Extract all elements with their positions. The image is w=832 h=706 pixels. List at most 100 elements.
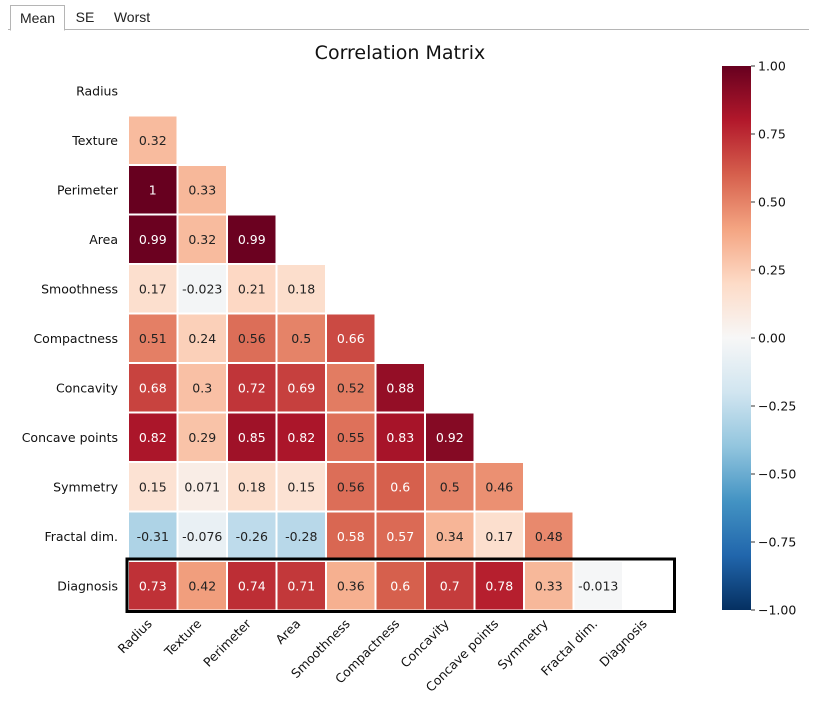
cell-value-smoothness-perimeter: 0.21: [238, 281, 266, 296]
heatmap-cells: 0.32 1 0.33 0.99 0.32 0.99 0.17 -0.023 0.21 0.18 0…: [127, 114, 624, 612]
cell-value-symmetry-smoothness: 0.56: [337, 479, 365, 494]
cell-value-perimeter-texture: 0.33: [188, 182, 216, 197]
cell-value-diagnosis-symmetry: 0.33: [535, 578, 563, 593]
cell-concave-points-compactness: [374, 411, 426, 463]
cell-value-concave-points-texture: 0.29: [188, 430, 216, 445]
colorbar-tick-label: 0.25: [758, 263, 786, 278]
cell-value-fractal-dim-area: -0.28: [285, 529, 317, 544]
cell-value-concavity-perimeter: 0.72: [238, 380, 266, 395]
cell-diagnosis-area: [275, 560, 327, 612]
y-label-perimeter: Perimeter: [57, 182, 119, 197]
cell-symmetry-area: [275, 461, 327, 513]
cell-value-fractal-dim-compactness: 0.57: [386, 529, 414, 544]
x-label-texture: Texture: [161, 616, 205, 660]
y-label-symmetry: Symmetry: [53, 479, 118, 494]
cell-smoothness-radius: [127, 263, 179, 315]
colorbar-tick-label: 0.75: [758, 127, 786, 142]
cell-perimeter-texture: [176, 164, 228, 216]
colorbar-tick-label: −1.00: [758, 603, 796, 618]
colorbar-tick-label: −0.75: [758, 535, 796, 550]
cell-value-fractal-dim-smoothness: 0.58: [337, 529, 365, 544]
cell-value-compactness-texture: 0.24: [188, 331, 216, 346]
cell-value-diagnosis-radius: 0.73: [139, 578, 167, 593]
cell-value-concave-points-compactness: 0.83: [386, 430, 414, 445]
cell-value-diagnosis-area: 0.71: [287, 578, 315, 593]
cell-value-smoothness-texture: -0.023: [182, 281, 222, 296]
tab-bar: Mean SE Worst: [8, 4, 809, 31]
cell-value-compactness-radius: 0.51: [139, 331, 167, 346]
y-label-fractal-dim: Fractal dim.: [44, 529, 118, 544]
cell-compactness-texture: [176, 312, 228, 364]
cell-value-fractal-dim-perimeter: -0.26: [236, 529, 268, 544]
cell-value-symmetry-concavity: 0.5: [440, 479, 460, 494]
cell-value-concave-points-perimeter: 0.85: [238, 430, 266, 445]
cell-value-area-texture: 0.32: [188, 232, 216, 247]
y-axis-labels: Radius Texture Perimeter Area Smoothness Comp…: [22, 83, 119, 593]
cell-value-fractal-dim-radius: -0.31: [137, 529, 169, 544]
cell-value-smoothness-radius: 0.17: [139, 281, 167, 296]
tab-worst[interactable]: Worst: [113, 9, 151, 25]
cell-value-concavity-radius: 0.68: [139, 380, 167, 395]
colorbar-tick-label: 0.50: [758, 195, 786, 210]
cell-value-perimeter-radius: 1: [149, 182, 157, 197]
cell-value-symmetry-perimeter: 0.18: [238, 479, 266, 494]
cell-value-diagnosis-compactness: 0.6: [390, 578, 410, 593]
cell-value-diagnosis-texture: 0.42: [188, 578, 216, 593]
cell-value-diagnosis-smoothness: 0.36: [337, 578, 365, 593]
cell-value-fractal-dim-concavity: 0.34: [436, 529, 464, 544]
cell-value-compactness-smoothness: 0.66: [337, 331, 365, 346]
cell-value-symmetry-radius: 0.15: [139, 479, 167, 494]
cell-diagnosis-radius: [127, 560, 179, 612]
cell-value-symmetry-area: 0.15: [287, 479, 315, 494]
cell-diagnosis-smoothness: [325, 560, 377, 612]
cell-diagnosis-symmetry: [523, 560, 575, 612]
cell-value-concavity-smoothness: 0.52: [337, 380, 365, 395]
tab-se[interactable]: SE: [75, 9, 95, 25]
cell-value-symmetry-texture: 0.071: [184, 479, 220, 494]
cell-diagnosis-compactness: [374, 560, 426, 612]
colorbar: [722, 66, 751, 610]
x-label-area: Area: [272, 616, 303, 647]
colorbar-tick-label: 0.00: [758, 331, 786, 346]
cell-symmetry-compactness: [374, 461, 426, 513]
colorbar-tick-label: −0.25: [758, 399, 796, 414]
cell-smoothness-texture: [176, 263, 228, 315]
cell-value-concave-points-concavity: 0.92: [436, 430, 464, 445]
tab-mean[interactable]: Mean: [10, 5, 65, 31]
cell-value-concave-points-radius: 0.82: [139, 430, 167, 445]
cell-value-area-perimeter: 0.99: [238, 232, 266, 247]
x-label-radius: Radius: [115, 616, 155, 656]
y-label-compactness: Compactness: [33, 331, 118, 346]
y-label-concave-points: Concave points: [22, 430, 118, 445]
cell-concave-points-smoothness: [325, 411, 377, 463]
y-label-radius: Radius: [76, 83, 118, 98]
cell-symmetry-concave-points: [473, 461, 525, 513]
y-label-concavity: Concavity: [56, 380, 119, 395]
x-label-perimeter: Perimeter: [200, 615, 254, 669]
chart-title: Correlation Matrix: [315, 42, 486, 64]
cell-value-diagnosis-concave-points: 0.78: [485, 578, 513, 593]
cell-smoothness-perimeter: [226, 263, 278, 315]
y-label-area: Area: [89, 232, 118, 247]
cell-concave-points-concavity: [424, 411, 476, 463]
y-label-texture: Texture: [71, 133, 118, 148]
cell-value-concave-points-area: 0.82: [287, 430, 315, 445]
y-label-diagnosis: Diagnosis: [57, 578, 118, 593]
cell-value-concavity-area: 0.69: [287, 380, 315, 395]
cell-value-concave-points-smoothness: 0.55: [337, 430, 365, 445]
colorbar-tick-label: 1.00: [758, 59, 786, 74]
cell-value-texture-radius: 0.32: [139, 133, 167, 148]
colorbar-ticks: 1.00 0.75 0.50 0.25 0.00 −0.25 −0.50 −0.75 −1.00: [751, 59, 796, 618]
cell-value-diagnosis-concavity: 0.7: [440, 578, 460, 593]
cell-value-diagnosis-fractal-dim: -0.013: [578, 578, 618, 593]
cell-value-concavity-compactness: 0.88: [386, 380, 414, 395]
cell-concavity-radius: [127, 362, 179, 414]
cell-value-fractal-dim-symmetry: 0.48: [535, 529, 563, 544]
highlight-box-diagnosis-row: [125, 557, 676, 613]
cell-value-area-radius: 0.99: [139, 232, 167, 247]
cell-area-perimeter: [226, 213, 278, 265]
cell-value-smoothness-area: 0.18: [287, 281, 315, 296]
cell-value-fractal-dim-texture: -0.076: [182, 529, 222, 544]
